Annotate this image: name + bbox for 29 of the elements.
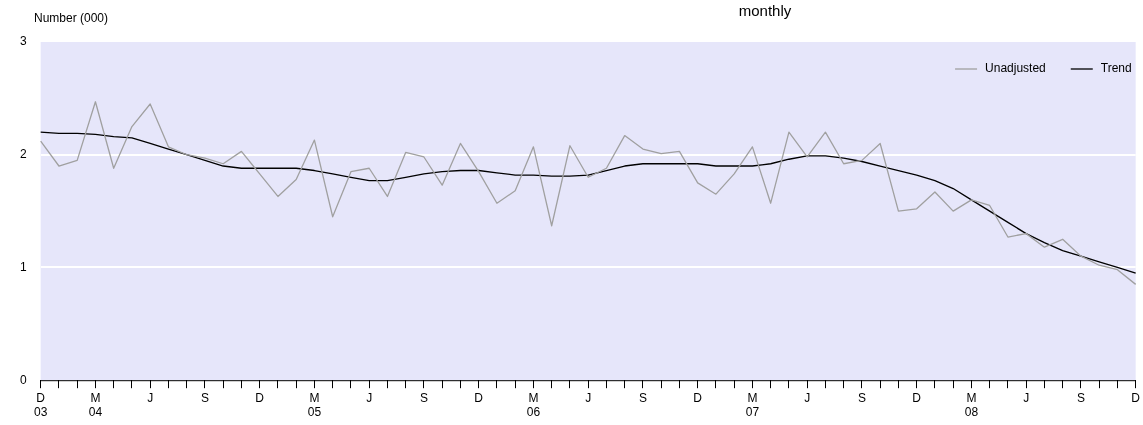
x-tick-label: D — [474, 390, 484, 405]
x-tick-label: J — [804, 390, 811, 405]
x-tick-label: D — [255, 390, 265, 405]
legend-label: Trend — [1100, 61, 1132, 76]
y-axis-title: Number (000) — [34, 11, 109, 25]
y-tick-label: 3 — [19, 34, 27, 49]
x-tick-label: M 04 — [88, 390, 103, 420]
y-tick-label: 2 — [19, 147, 27, 162]
x-tick-label: S — [1076, 390, 1085, 405]
x-tick-label: J — [585, 390, 592, 405]
x-tick-label: D — [693, 390, 703, 405]
y-tick-label: 1 — [19, 259, 27, 274]
x-tick-label: M 07 — [745, 390, 760, 420]
x-tick-label: S — [638, 390, 647, 405]
x-tick-label: J — [1023, 390, 1030, 405]
x-tick-label: D 03 — [33, 390, 48, 420]
x-tick-label: J — [366, 390, 373, 405]
x-tick-label: M 05 — [307, 390, 322, 420]
legend-label: Unadjusted — [985, 61, 1046, 76]
chart-title: monthly — [738, 2, 792, 19]
x-tick-label: M 06 — [526, 390, 541, 420]
x-tick-label: S — [857, 390, 866, 405]
x-tick-label: S — [419, 390, 428, 405]
x-tick-label: D — [1131, 390, 1141, 405]
x-tick-label: S — [200, 390, 209, 405]
y-tick-label: 0 — [19, 372, 27, 387]
x-tick-label: M 08 — [964, 390, 979, 420]
x-tick-label: J — [147, 390, 154, 405]
x-tick-label: D — [912, 390, 922, 405]
